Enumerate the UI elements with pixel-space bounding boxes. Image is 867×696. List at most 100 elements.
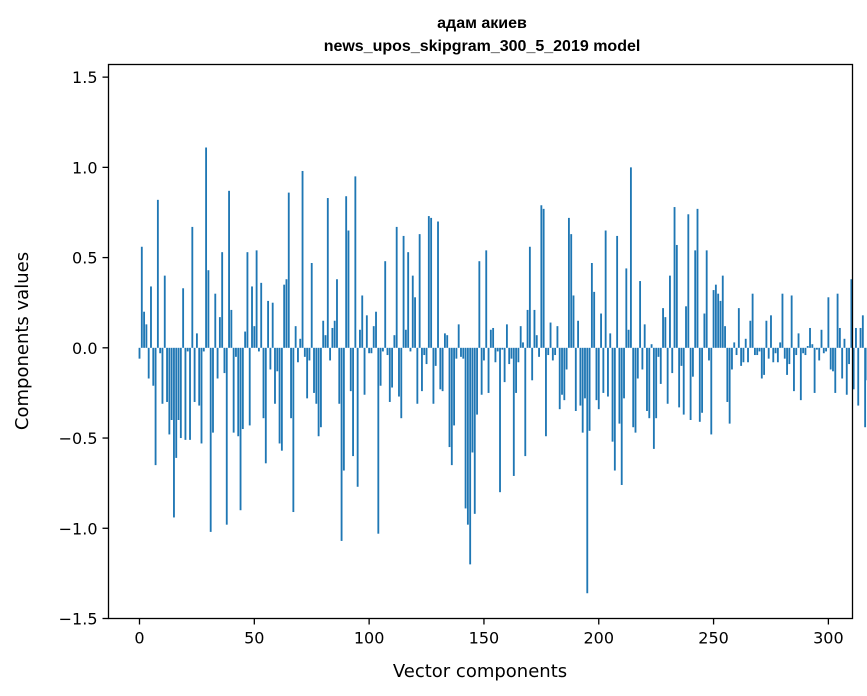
bar [368,347,371,354]
bar [783,347,786,359]
bar [797,333,800,348]
bar [708,347,710,361]
bar [230,309,233,348]
bar [836,293,839,348]
bar [524,347,527,457]
bar [604,230,607,348]
bar [838,327,841,348]
bar [147,347,150,379]
bar [478,261,481,348]
bar [565,347,568,370]
bar [483,347,485,361]
bar [496,347,499,352]
y-tick-label: 1.5 [72,68,97,87]
bar [735,347,738,356]
bar [547,347,550,356]
bar [793,347,795,392]
bar [554,347,557,356]
bar [600,313,602,348]
bar [411,275,414,348]
bar [572,295,575,348]
bar [138,347,141,359]
bar [811,344,814,348]
bar [804,347,807,356]
bar [189,347,191,440]
bar [253,326,256,348]
x-axis-label: Vector components [393,661,567,682]
bar [756,347,759,356]
bar [556,326,559,348]
bar [437,221,439,348]
bar [581,347,584,433]
bar [471,347,474,453]
bar [689,347,692,420]
bar [832,347,834,372]
bar [400,347,403,419]
bar [818,347,821,361]
x-tick-label: 0 [134,629,144,648]
bar [395,226,398,348]
bar [455,347,458,359]
bar [843,338,846,348]
bar [616,235,619,348]
bar [202,347,205,352]
bar [567,217,570,348]
bar [200,347,203,444]
bar [551,347,554,361]
bar [822,347,825,354]
bar [186,347,189,352]
bar [423,347,426,356]
bar [191,226,194,348]
bar [714,284,717,348]
bar [609,333,612,348]
bar [494,347,497,363]
bar [588,347,591,431]
bar [574,347,577,411]
bar [218,317,221,348]
bar [154,347,157,466]
bars-group [138,147,867,594]
bar [356,347,359,487]
bar [487,347,490,393]
bar [519,326,522,348]
bar [310,263,313,348]
bar [742,347,745,363]
bar [825,347,828,352]
bar [285,279,288,348]
bar [682,347,685,415]
bar [584,347,586,399]
bar [829,347,832,370]
bar [354,176,357,348]
x-tick-label: 100 [354,629,385,648]
bar [664,317,667,348]
bar [648,347,651,419]
bar [499,347,501,493]
bar [416,347,419,404]
bar [703,313,706,348]
bar [611,347,614,442]
bar [492,327,495,348]
bar [625,268,628,348]
bar [324,335,327,348]
bar [717,293,720,348]
bar [845,347,848,395]
bar [329,347,332,361]
bar [393,335,396,348]
bar [673,207,676,348]
bar [623,347,625,399]
bar [586,347,589,594]
bar [731,347,733,370]
bar [255,250,258,348]
bar [850,279,853,348]
bar [379,347,382,386]
bar [577,320,580,348]
bar [276,347,279,372]
bar [152,347,155,386]
y-tick-label: 0.0 [72,339,97,358]
bar [799,347,802,401]
bar [815,347,818,350]
bar [326,198,329,348]
bar [632,347,635,428]
bar [345,196,348,348]
bar [464,347,467,509]
